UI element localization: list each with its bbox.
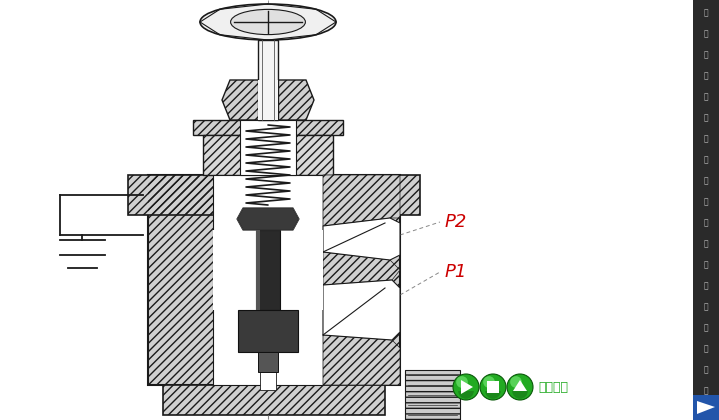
Bar	[487, 381, 499, 393]
Bar	[258, 352, 278, 372]
Text: P2: P2	[445, 213, 467, 231]
Bar	[693, 0, 719, 420]
Bar	[256, 230, 260, 310]
Bar	[213, 175, 323, 385]
Ellipse shape	[200, 4, 336, 40]
Text: 全: 全	[704, 8, 708, 17]
Bar	[148, 175, 400, 385]
Text: 首: 首	[704, 29, 708, 38]
Bar	[148, 175, 400, 385]
Circle shape	[507, 374, 533, 400]
Bar	[128, 175, 420, 215]
Bar	[258, 80, 278, 120]
Circle shape	[453, 374, 479, 400]
Polygon shape	[237, 208, 299, 230]
Text: 下: 下	[704, 92, 708, 101]
Text: 索: 索	[704, 197, 708, 206]
Bar	[203, 135, 333, 175]
Text: 检: 检	[704, 176, 708, 185]
Circle shape	[483, 376, 495, 388]
Text: 一: 一	[704, 386, 708, 395]
Text: 上: 上	[704, 50, 708, 59]
Wedge shape	[485, 391, 501, 399]
Polygon shape	[222, 80, 314, 120]
Polygon shape	[513, 380, 527, 391]
Wedge shape	[512, 391, 528, 399]
Bar	[280, 230, 323, 310]
Bar	[405, 370, 460, 420]
Circle shape	[510, 376, 522, 388]
Bar	[213, 230, 238, 310]
Bar	[240, 120, 296, 175]
Text: 行: 行	[704, 71, 708, 80]
Text: 三: 三	[704, 344, 708, 353]
Bar	[163, 385, 385, 415]
Text: 上: 上	[704, 281, 708, 290]
Text: 一: 一	[704, 365, 708, 374]
Circle shape	[456, 376, 468, 388]
Bar	[128, 175, 420, 215]
Text: 返回上页: 返回上页	[538, 381, 568, 394]
Text: 次: 次	[704, 218, 708, 227]
Bar	[258, 40, 278, 120]
Bar	[163, 385, 385, 415]
Bar	[256, 230, 280, 310]
Text: 个: 个	[704, 260, 708, 269]
Bar	[260, 355, 276, 390]
Bar	[193, 120, 343, 135]
Text: 末: 末	[704, 134, 708, 143]
Text: 一: 一	[704, 239, 708, 248]
Polygon shape	[323, 218, 400, 260]
Wedge shape	[458, 391, 474, 399]
Polygon shape	[461, 380, 473, 394]
Circle shape	[480, 374, 506, 400]
Polygon shape	[323, 335, 400, 385]
Bar	[405, 370, 460, 420]
Bar	[238, 310, 298, 352]
Polygon shape	[697, 401, 715, 414]
Bar	[693, 395, 719, 420]
Ellipse shape	[231, 9, 306, 34]
Text: P1: P1	[445, 263, 467, 281]
Text: 行: 行	[704, 113, 708, 122]
Text: 个: 个	[704, 323, 708, 332]
Polygon shape	[323, 252, 400, 285]
Polygon shape	[323, 175, 400, 226]
Bar	[193, 120, 343, 135]
Polygon shape	[323, 280, 400, 340]
Text: 页: 页	[704, 155, 708, 164]
Text: 一: 一	[704, 302, 708, 311]
Bar	[203, 135, 333, 175]
